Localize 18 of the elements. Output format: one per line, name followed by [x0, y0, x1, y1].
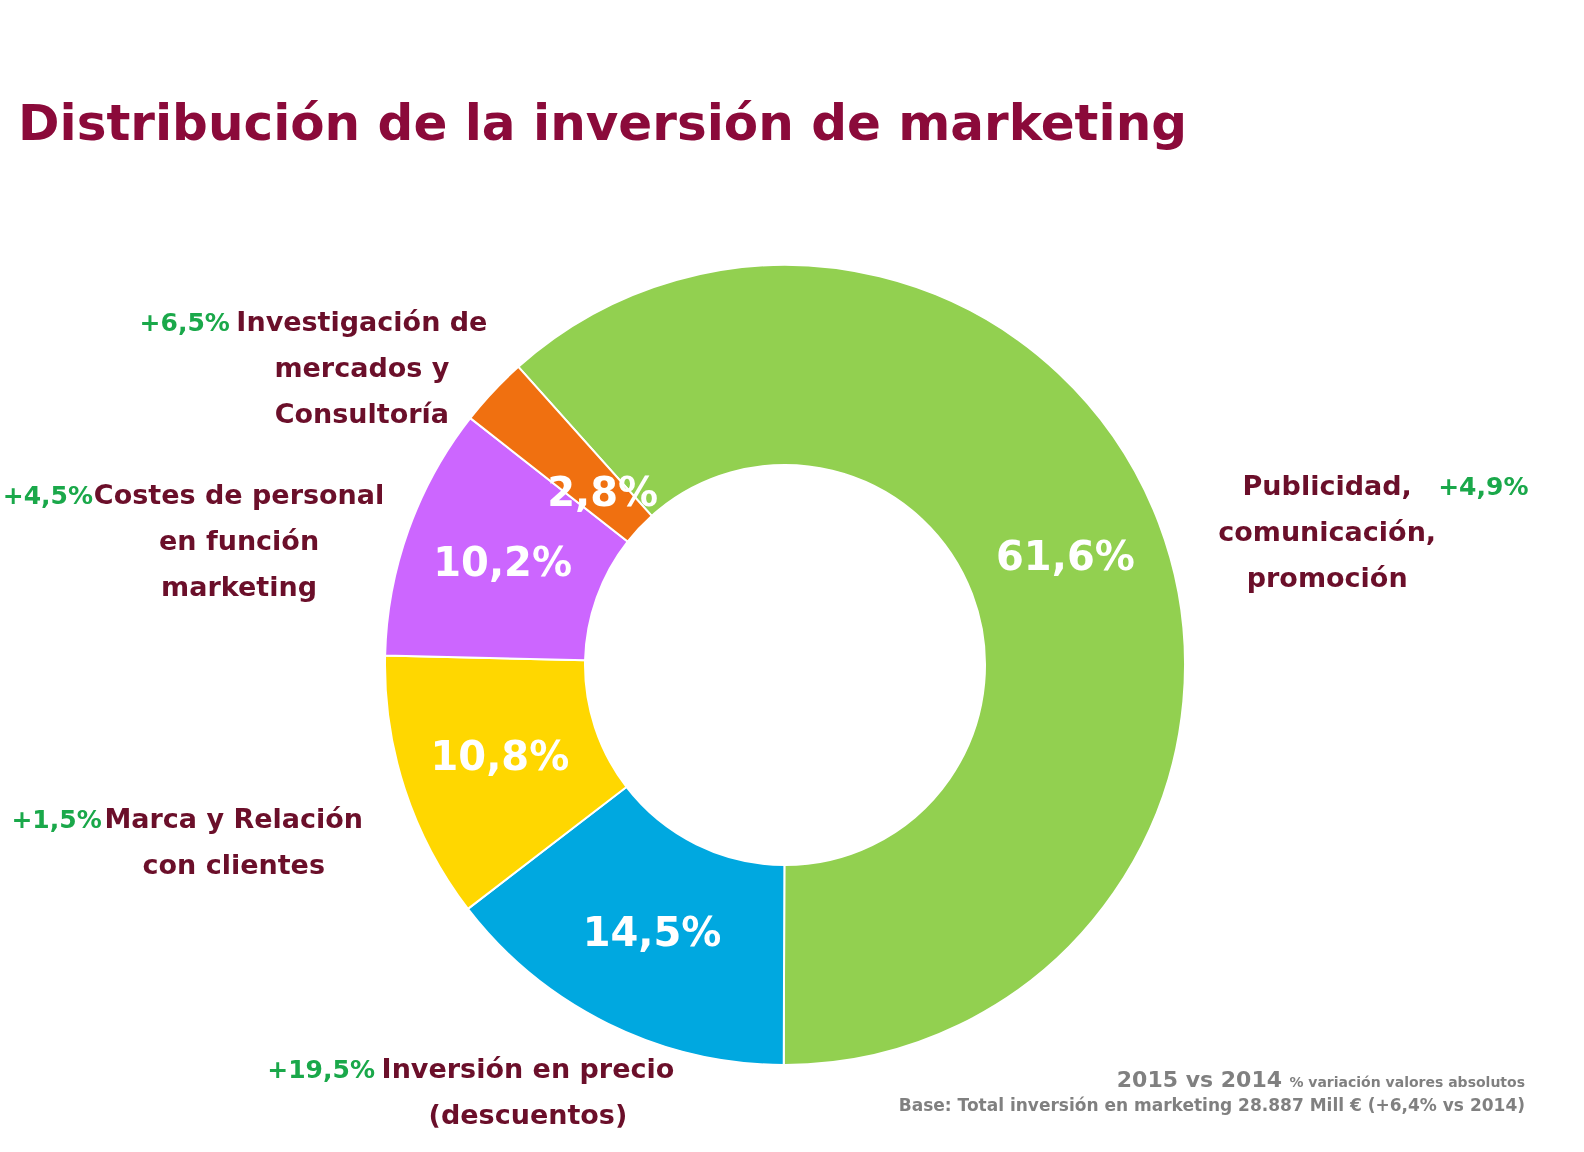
text: % variación valores absolutos	[1289, 1074, 1525, 1090]
slice-label: Publicidad, comunicación, promoción	[1218, 470, 1437, 594]
slice-label: Inversión en precio (descuentos)	[381, 1053, 675, 1130]
text: Base: Total inversión en marketing 28.887 Mill € (+6,4% vs 2014)	[898, 1095, 1525, 1115]
text: +1,5%	[11, 805, 102, 835]
chart-title: Distribución de la inversión de marketing	[18, 94, 1188, 152]
data-label: 14,5%	[582, 908, 722, 955]
slice-label: Costes de personal en función marketing	[93, 479, 385, 603]
text: 2015 vs 2014	[1116, 1067, 1282, 1092]
text: +4,5%	[2, 481, 94, 511]
data-label: 10,2%	[433, 538, 573, 585]
text: +6,5%	[139, 308, 230, 338]
data-label: 10,8%	[430, 733, 570, 780]
slice-label: Investigación de mercados y Consultoría	[236, 306, 488, 430]
data-label: 61,6%	[996, 533, 1135, 580]
slice-label: Marca y Relación con clientes	[104, 803, 364, 881]
text: +4,9%	[1438, 472, 1529, 502]
text: +19,5%	[267, 1055, 375, 1084]
